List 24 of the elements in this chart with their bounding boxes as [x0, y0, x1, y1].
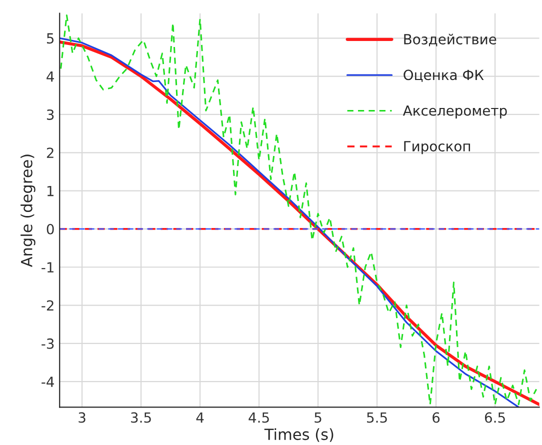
- y-tick-label: -4: [42, 376, 54, 387]
- x-axis-title: Times (s): [264, 428, 334, 442]
- legend-label: Акселерометр: [402, 105, 507, 118]
- x-tick-label: 4.5: [248, 412, 269, 423]
- y-tick-label: 5: [46, 33, 54, 44]
- x-tick-label: 3.5: [131, 412, 151, 423]
- x-tick-label: 6: [432, 412, 440, 423]
- x-tick-label: 5.5: [367, 412, 387, 423]
- x-tick-label: 5: [314, 412, 322, 423]
- y-tick-label: 0: [46, 224, 54, 234]
- legend-label: Гироскоп: [404, 141, 470, 154]
- y-tick-label: 3: [46, 109, 54, 120]
- y-tick-label: -2: [42, 300, 54, 311]
- y-tick-label: 2: [46, 148, 54, 158]
- x-tick-label: 3: [78, 412, 86, 423]
- y-tick-label: -1: [42, 262, 54, 272]
- y-tick-label: 1: [47, 186, 54, 196]
- x-tick-label: 6.5: [484, 412, 505, 423]
- y-tick-label: 4: [46, 71, 54, 82]
- y-axis-title: Angle (degree): [20, 154, 36, 268]
- legend-label: Воздействие: [404, 34, 496, 46]
- legend-label: Оценка ФК: [404, 70, 484, 82]
- x-tick-label: 4: [196, 412, 204, 423]
- y-tick-label: -3: [42, 338, 54, 349]
